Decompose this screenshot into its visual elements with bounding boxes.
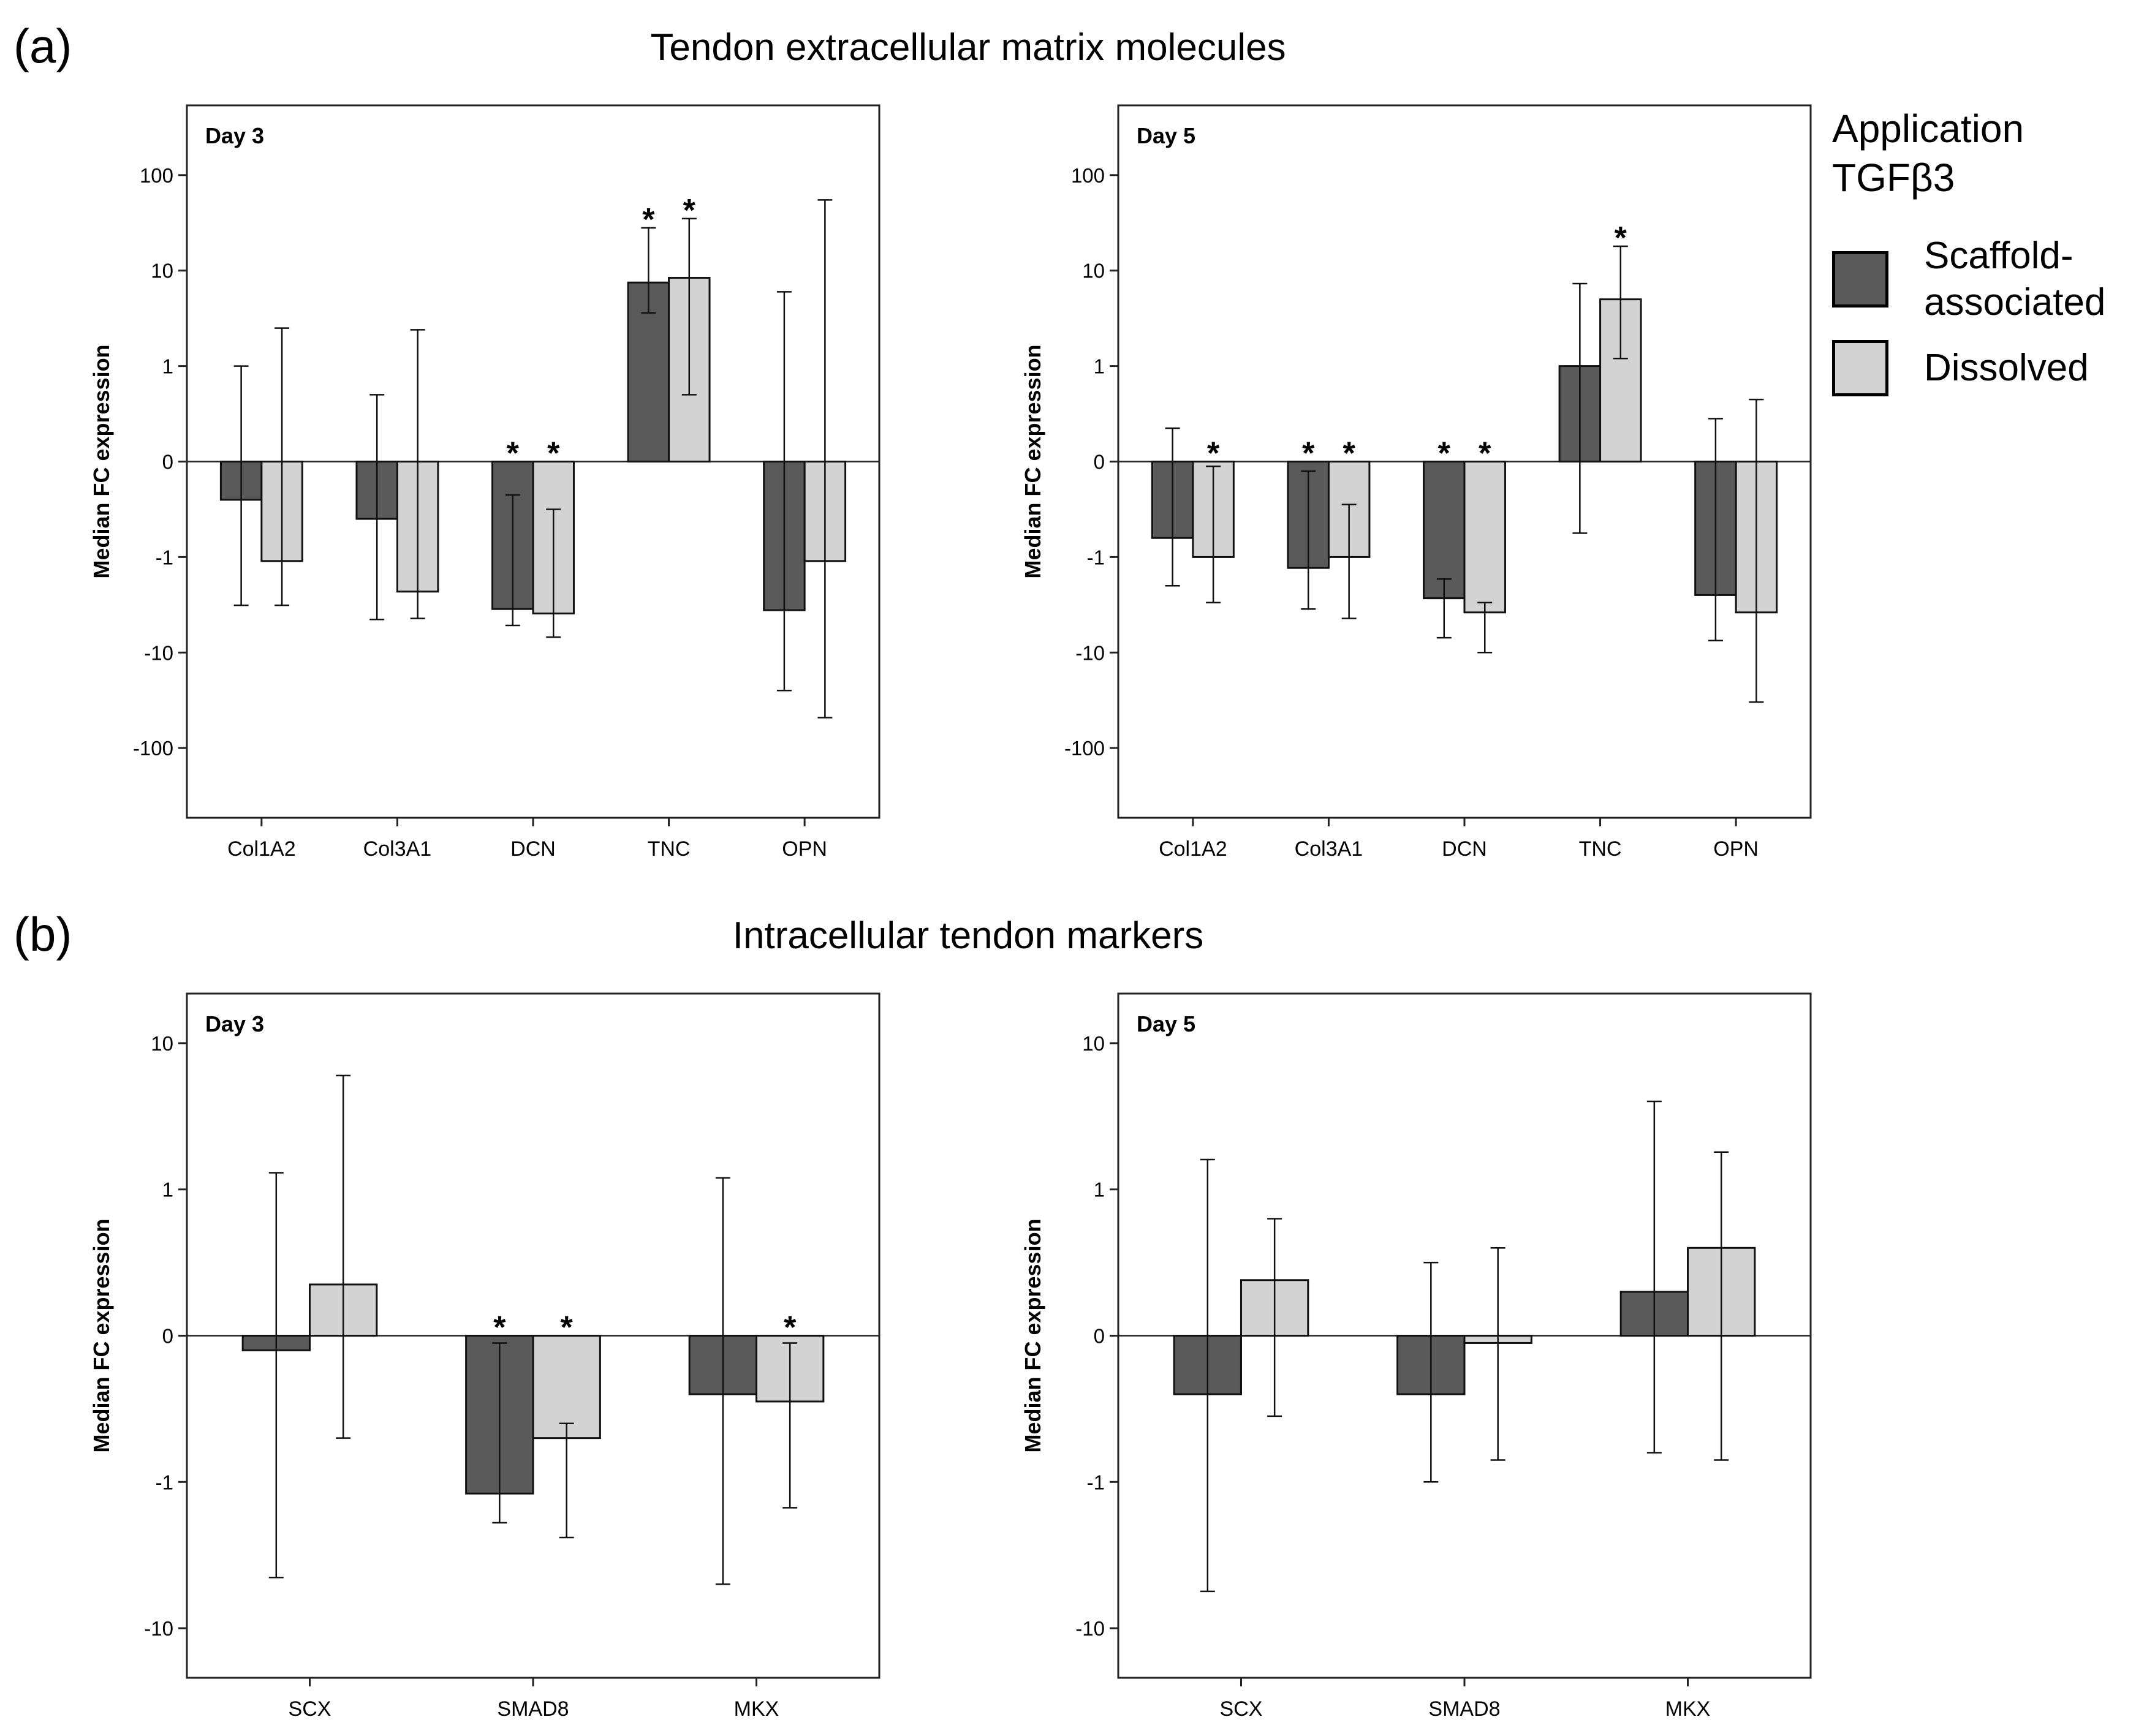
section-title-b: Intracellular tendon markers bbox=[732, 915, 1204, 957]
y-tick-label: -10 bbox=[1075, 641, 1105, 664]
x-tick-label: SMAD8 bbox=[1428, 1697, 1500, 1721]
legend-item-scaffold: Scaffold-associated bbox=[1832, 233, 2132, 326]
y-tick-label: 100 bbox=[1071, 164, 1105, 187]
significance-star: * bbox=[1479, 436, 1491, 472]
y-tick-label: 0 bbox=[162, 451, 173, 474]
x-tick-label: DCN bbox=[510, 837, 556, 861]
y-tick-label: 1 bbox=[162, 1179, 173, 1201]
significance-star: * bbox=[1343, 436, 1356, 472]
y-tick-label: -10 bbox=[1075, 1617, 1105, 1640]
panel-day-label: Day 5 bbox=[1137, 123, 1195, 148]
y-tick-label: -1 bbox=[1087, 546, 1105, 568]
y-tick-label: 0 bbox=[162, 1325, 173, 1348]
x-tick-label: OPN bbox=[782, 837, 827, 861]
x-tick-label: Col3A1 bbox=[363, 837, 432, 861]
y-tick-label: 10 bbox=[151, 260, 173, 282]
y-axis-label: Median FC expression bbox=[1020, 1218, 1045, 1452]
legend-label-dissolved: Dissolved bbox=[1924, 347, 2089, 389]
x-tick-label: SMAD8 bbox=[497, 1697, 569, 1721]
x-tick-label: OPN bbox=[1713, 837, 1759, 861]
y-tick-label: 10 bbox=[1082, 260, 1105, 282]
y-tick-label: 0 bbox=[1094, 1325, 1105, 1348]
bar-dissolved bbox=[532, 1335, 601, 1440]
bar-scaffold bbox=[1423, 461, 1466, 600]
x-tick-label: DCN bbox=[1442, 837, 1487, 861]
y-tick-label: 10 bbox=[151, 1032, 173, 1055]
panel-letter-a: (a) bbox=[13, 19, 72, 73]
y-axis-label: Median FC expression bbox=[89, 1218, 114, 1452]
y-tick-label: 10 bbox=[1082, 1032, 1105, 1055]
legend-item-dissolved: Dissolved bbox=[1832, 340, 2089, 396]
significance-star: * bbox=[784, 1310, 797, 1346]
y-tick-label: 1 bbox=[1094, 355, 1105, 378]
x-tick-label: Col1A2 bbox=[227, 837, 296, 861]
x-tick-label: Col3A1 bbox=[1295, 837, 1363, 861]
panel-letter-b: (b) bbox=[13, 907, 72, 961]
panel-day-label: Day 5 bbox=[1137, 1011, 1195, 1036]
legend: Application TGFβ3 Scaffold-associated Di… bbox=[1832, 104, 2151, 396]
legend-title: Application TGFβ3 bbox=[1832, 107, 2024, 200]
x-tick-label: Col1A2 bbox=[1159, 837, 1227, 861]
y-tick-label: -1 bbox=[156, 546, 173, 568]
bar-dissolved bbox=[1463, 461, 1506, 614]
significance-star: * bbox=[1207, 436, 1220, 472]
y-tick-label: 1 bbox=[162, 355, 173, 378]
legend-swatch-scaffold bbox=[1832, 251, 1888, 308]
legend-label-scaffold: Scaffold-associated bbox=[1924, 235, 2106, 323]
significance-star: * bbox=[1615, 221, 1627, 256]
y-axis-label: Median FC expression bbox=[1020, 344, 1045, 578]
significance-star: * bbox=[683, 193, 696, 228]
significance-star: * bbox=[1302, 436, 1315, 472]
significance-star: * bbox=[561, 1310, 574, 1346]
significance-star: * bbox=[1438, 436, 1451, 472]
x-tick-label: SCX bbox=[1220, 1697, 1263, 1721]
y-tick-label: -100 bbox=[1064, 737, 1105, 760]
significance-star: * bbox=[507, 436, 520, 472]
y-axis-label: Median FC expression bbox=[89, 344, 114, 578]
y-tick-label: -10 bbox=[144, 641, 173, 664]
panel-day-label: Day 3 bbox=[205, 123, 264, 148]
legend-swatch-dissolved bbox=[1832, 340, 1888, 396]
y-tick-label: -100 bbox=[133, 737, 173, 760]
y-tick-label: -10 bbox=[144, 1617, 173, 1640]
significance-star: * bbox=[547, 436, 560, 472]
x-tick-label: TNC bbox=[648, 837, 691, 861]
panel-day-label: Day 3 bbox=[205, 1011, 264, 1036]
y-tick-label: 0 bbox=[1094, 451, 1105, 474]
y-tick-label: -1 bbox=[1087, 1471, 1105, 1493]
y-tick-label: 1 bbox=[1094, 1179, 1105, 1201]
x-tick-label: SCX bbox=[289, 1697, 331, 1721]
y-tick-label: 100 bbox=[140, 164, 173, 187]
x-tick-label: MKX bbox=[1665, 1697, 1711, 1721]
x-tick-label: MKX bbox=[734, 1697, 779, 1721]
significance-star: * bbox=[493, 1310, 506, 1346]
y-tick-label: -1 bbox=[156, 1471, 173, 1493]
x-tick-label: TNC bbox=[1579, 837, 1622, 861]
section-title-a: Tendon extracellular matrix molecules bbox=[650, 26, 1286, 69]
significance-star: * bbox=[642, 202, 655, 238]
